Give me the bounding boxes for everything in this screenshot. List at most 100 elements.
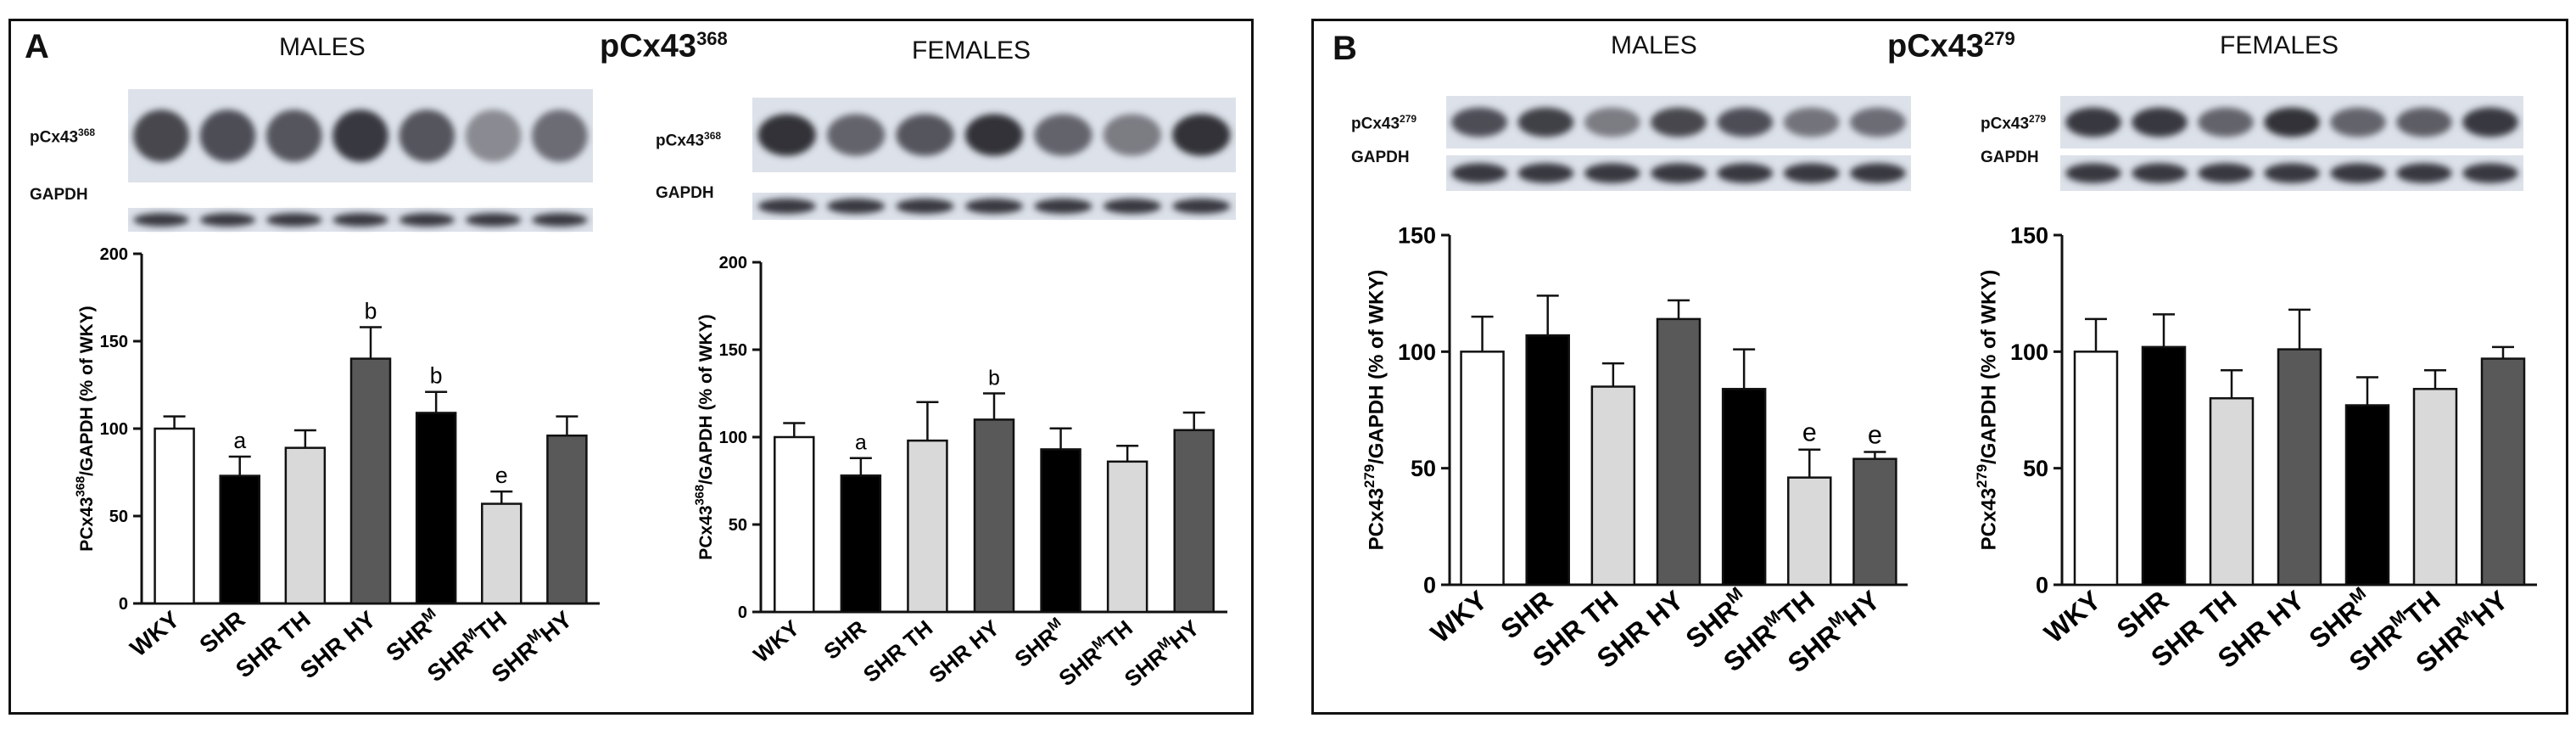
y-tick-label: 150	[1398, 222, 1436, 248]
females-label: FEMALES	[912, 36, 1031, 65]
blot-band	[1849, 163, 1906, 183]
blot-protein-label: pCx43279	[1981, 113, 2047, 133]
significance-label: b	[365, 299, 377, 324]
category-label: WKY	[2038, 585, 2106, 649]
significance-label: a	[233, 428, 246, 453]
blot-band	[1849, 107, 1906, 137]
bar	[481, 502, 522, 605]
blot-band	[2198, 163, 2254, 183]
blot-band	[1172, 114, 1231, 156]
western-blot-image	[752, 98, 1236, 220]
y-tick-label: 100	[2010, 339, 2048, 365]
y-tick-label: 200	[719, 254, 747, 272]
category-label: SHRMHY	[1119, 614, 1204, 693]
y-tick-label: 50	[2023, 456, 2048, 481]
panel-a: A MALES pCx43368 FEMALES pCx43368 GAPDH …	[8, 19, 1254, 715]
blot-protein-label: pCx43279	[1351, 113, 1417, 133]
western-blot-image	[128, 89, 593, 232]
y-tick-label: 100	[719, 429, 747, 447]
y-axis-label: PCx43279/GAPDH (% of WKY)	[1974, 270, 2001, 551]
bar	[1721, 388, 1767, 586]
category-label: SHR TH	[858, 615, 937, 687]
bar	[2141, 345, 2187, 586]
significance-label: b	[988, 368, 1000, 390]
bar	[1525, 334, 1570, 586]
blot-band	[964, 114, 1024, 156]
blot-band	[1451, 107, 1508, 137]
significance-label: b	[430, 363, 443, 389]
panel-title: pCx43279	[1887, 28, 2015, 65]
blot-band	[826, 114, 886, 156]
blot-control-label: GAPDH	[1981, 149, 2039, 166]
significance-label: e	[1868, 420, 1882, 449]
bar	[284, 446, 327, 605]
panel-title: pCx43368	[600, 28, 728, 65]
blot-band	[199, 213, 256, 227]
blot-band	[199, 109, 256, 162]
blot-band	[2330, 163, 2386, 183]
blot-band	[896, 114, 954, 156]
blot-band	[465, 213, 522, 227]
significance-label: e	[1802, 418, 1817, 447]
y-tick-label: 0	[119, 595, 128, 614]
blot-band	[1451, 163, 1508, 183]
bar-chart-males-368: 0 50 100 150 200 PCx43368/GAPDH (% of WKY) WKY…	[75, 245, 600, 687]
blot-band	[1783, 163, 1840, 183]
blot-band	[2396, 107, 2452, 137]
bar	[219, 474, 260, 605]
blot-band	[2264, 163, 2320, 183]
bar	[1460, 351, 1505, 586]
y-axis-label: PCx43368/GAPDH (% of WKY)	[694, 314, 716, 559]
blot-band	[399, 109, 455, 162]
bar	[349, 357, 392, 605]
category-label: SHRM	[1009, 614, 1070, 672]
blot-band	[1584, 163, 1640, 183]
blot-band	[1517, 107, 1574, 137]
y-tick-label: 150	[100, 333, 128, 351]
blot-band	[2330, 107, 2386, 137]
y-tick-label: 200	[100, 245, 128, 264]
blot-band	[265, 213, 322, 227]
blot-band	[133, 213, 190, 227]
bar	[2209, 397, 2255, 586]
bar-chart-females-368: 0 50 100 150 200 PCx43368/GAPDH (% of WKY) WKY…	[694, 254, 1227, 693]
blot-band	[531, 109, 588, 162]
males-label: MALES	[279, 33, 366, 61]
bar	[840, 474, 882, 614]
blot-band	[1717, 163, 1774, 183]
blot-protein-label: pCx43368	[30, 126, 96, 147]
category-label: SHR HY	[924, 615, 1004, 688]
bar	[2073, 351, 2119, 586]
males-label: MALES	[1611, 31, 1697, 59]
bar	[907, 439, 948, 614]
y-tick-label: 0	[738, 603, 747, 622]
blot-band	[2065, 163, 2121, 183]
y-tick-label: 50	[729, 516, 747, 535]
bar	[2277, 348, 2322, 586]
blot-band	[332, 213, 388, 227]
category-label: SHR	[819, 614, 871, 664]
bar	[2412, 388, 2458, 586]
blot-band	[2065, 107, 2121, 137]
blot-band	[2396, 163, 2452, 183]
blot-band	[1517, 163, 1574, 183]
significance-label: e	[495, 463, 508, 488]
bar	[973, 418, 1015, 614]
blot-band	[332, 109, 388, 162]
blot-band	[2462, 163, 2518, 183]
western-blot-image	[2060, 96, 2523, 191]
blot-band	[757, 199, 816, 214]
western-blot-image	[1446, 96, 1911, 191]
blot-band	[2132, 163, 2188, 183]
blot-band	[1103, 199, 1162, 214]
y-axis-label: PCx43279/GAPDH (% of WKY)	[1361, 270, 1389, 551]
blot-band	[2462, 107, 2518, 137]
blot-band	[133, 109, 190, 162]
blot-band	[1034, 114, 1092, 156]
y-tick-label: 0	[2036, 572, 2048, 598]
y-tick-label: 100	[1398, 339, 1436, 365]
blot-band	[896, 199, 954, 214]
y-axis-label: PCx43368/GAPDH (% of WKY)	[75, 306, 97, 551]
